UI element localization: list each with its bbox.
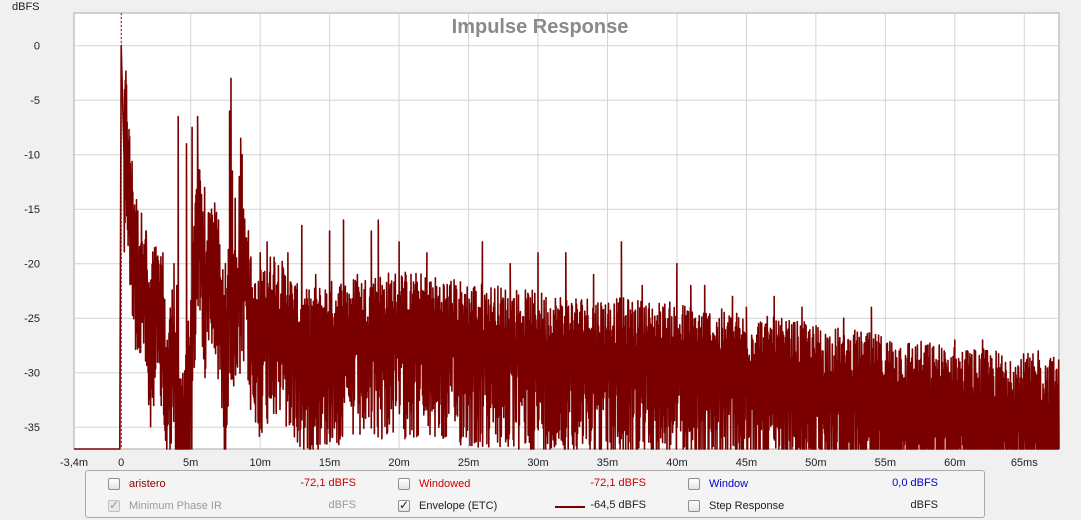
- legend-checkbox[interactable]: [398, 498, 410, 512]
- legend-value: -72,1 dBFS: [590, 477, 646, 489]
- legend-item-window[interactable]: Window: [688, 473, 748, 495]
- legend-label: Windowed: [419, 478, 471, 490]
- x-tick-label: 50m: [805, 457, 826, 469]
- y-axis-label: dBFS: [12, 1, 40, 13]
- legend-label: Envelope (ETC): [419, 500, 498, 512]
- y-tick-label: -10: [24, 150, 40, 162]
- y-tick-label: -30: [24, 368, 40, 380]
- impulse-response-chart[interactable]: -3,4m 0 5m 10m 15m 20m 25m 30m 35m 40m 45m 50m 55m 60…: [0, 0, 1081, 470]
- y-tick-label: -5: [30, 95, 40, 107]
- legend-item-windowed[interactable]: Windowed: [398, 473, 470, 495]
- x-tick-label: -3,4m: [60, 457, 88, 469]
- x-tick-label: 55m: [875, 457, 896, 469]
- legend-checkbox[interactable]: [108, 478, 120, 490]
- x-tick-label: 0: [118, 457, 124, 469]
- legend-panel: aristero -72,1 dBFS Windowed -72,1 dBFS Wind…: [85, 470, 985, 518]
- legend-swatch: [555, 506, 585, 508]
- x-tick-label: 5m: [183, 457, 198, 469]
- chart-title: Impulse Response: [452, 16, 629, 38]
- legend-label: Step Response: [709, 500, 785, 512]
- legend-value: -72,1 dBFS: [300, 477, 356, 489]
- x-tick-label: 25m: [458, 457, 479, 469]
- legend-item-envelope-etc[interactable]: Envelope (ETC): [398, 495, 497, 517]
- legend-checkbox: [108, 498, 120, 512]
- x-tick-label: 10m: [249, 457, 270, 469]
- x-tick-label: 35m: [597, 457, 618, 469]
- x-tick-label: 65ms: [1011, 457, 1038, 469]
- legend-value: -64,5 dBFS: [590, 499, 646, 511]
- legend-value: dBFS: [910, 499, 938, 511]
- x-tick-label: 30m: [527, 457, 548, 469]
- x-tick-label: 40m: [666, 457, 687, 469]
- legend-label: Window: [709, 478, 749, 490]
- x-tick-label: 45m: [736, 457, 757, 469]
- x-tick-label: 60m: [944, 457, 965, 469]
- legend-item-step-response[interactable]: Step Response: [688, 495, 784, 517]
- legend-item-aristero[interactable]: aristero: [108, 473, 166, 495]
- y-tick-label: -20: [24, 259, 40, 271]
- legend-value: 0,0 dBFS: [892, 477, 938, 489]
- legend-checkbox[interactable]: [688, 500, 700, 512]
- legend-item-minimum-phase-ir[interactable]: Minimum Phase IR: [108, 495, 222, 517]
- x-tick-label: 15m: [319, 457, 340, 469]
- x-tick-label: 20m: [388, 457, 409, 469]
- y-tick-label: -25: [24, 313, 40, 325]
- y-tick-label: 0: [34, 41, 40, 53]
- envelope-etc-line: [74, 44, 1060, 450]
- legend-value: dBFS: [328, 499, 356, 511]
- legend-checkbox[interactable]: [398, 478, 410, 490]
- legend-checkbox[interactable]: [688, 478, 700, 490]
- y-tick-label: -35: [24, 422, 40, 434]
- legend-label: aristero: [129, 478, 166, 490]
- y-tick-label: -15: [24, 204, 40, 216]
- legend-label: Minimum Phase IR: [129, 500, 222, 512]
